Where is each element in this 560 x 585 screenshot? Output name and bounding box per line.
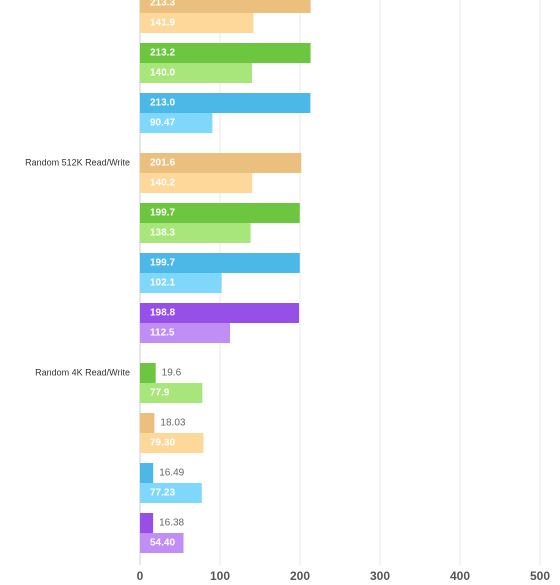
bar — [140, 533, 184, 553]
value-label: 140.2 — [150, 178, 175, 189]
bar — [140, 483, 202, 503]
value-label: 141.9 — [150, 18, 175, 29]
x-tick-label: 300 — [370, 569, 390, 583]
bar — [140, 463, 154, 483]
value-label: 77.9 — [150, 388, 170, 399]
x-tick-label: 0 — [137, 569, 144, 583]
x-tick-label: 200 — [290, 569, 310, 583]
value-label: 102.1 — [150, 278, 175, 289]
value-label: 140.0 — [150, 68, 175, 79]
value-label: 79.30 — [150, 438, 175, 449]
value-label: 54.40 — [150, 538, 175, 549]
bar — [140, 63, 252, 83]
value-label: 77.23 — [150, 488, 175, 499]
x-tick-label: 500 — [530, 569, 550, 583]
value-label: 138.3 — [150, 228, 175, 239]
x-tick-label: 100 — [210, 569, 230, 583]
bar — [140, 173, 253, 193]
bar — [140, 43, 311, 63]
value-label: 199.7 — [150, 208, 175, 219]
value-label: 18.03 — [160, 418, 185, 429]
bar — [140, 223, 251, 243]
bar — [140, 203, 300, 223]
value-label: 199.7 — [150, 258, 175, 269]
value-label: 198.8 — [150, 308, 175, 319]
bar — [140, 413, 155, 433]
bar — [140, 13, 254, 33]
category-label: Random 512K Read/Write — [25, 157, 130, 167]
value-label: 213.2 — [150, 48, 175, 59]
value-label: 213.3 — [150, 0, 175, 9]
bar — [140, 153, 302, 173]
bar — [140, 513, 154, 533]
value-label: 201.6 — [150, 158, 175, 169]
bar — [140, 253, 300, 273]
bar — [140, 383, 203, 403]
bar — [140, 433, 204, 453]
value-label: 112.5 — [150, 328, 175, 339]
value-label: 213.0 — [150, 98, 175, 109]
bar — [140, 113, 213, 133]
category-label: Random 4K Read/Write — [35, 367, 130, 377]
x-tick-label: 400 — [450, 569, 470, 583]
bar — [140, 93, 311, 113]
value-label: 16.49 — [159, 468, 184, 479]
value-label: 90.47 — [150, 118, 175, 129]
value-label: 19.6 — [162, 368, 182, 379]
bar — [140, 273, 222, 293]
bar — [140, 0, 311, 13]
bar — [140, 303, 300, 323]
bar — [140, 323, 230, 343]
value-label: 16.38 — [159, 518, 184, 529]
bar — [140, 363, 156, 383]
